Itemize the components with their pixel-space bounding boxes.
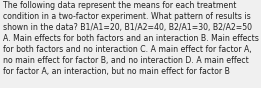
Text: The following data represent the means for each treatment
condition in a two-fac: The following data represent the means f… <box>3 1 259 76</box>
